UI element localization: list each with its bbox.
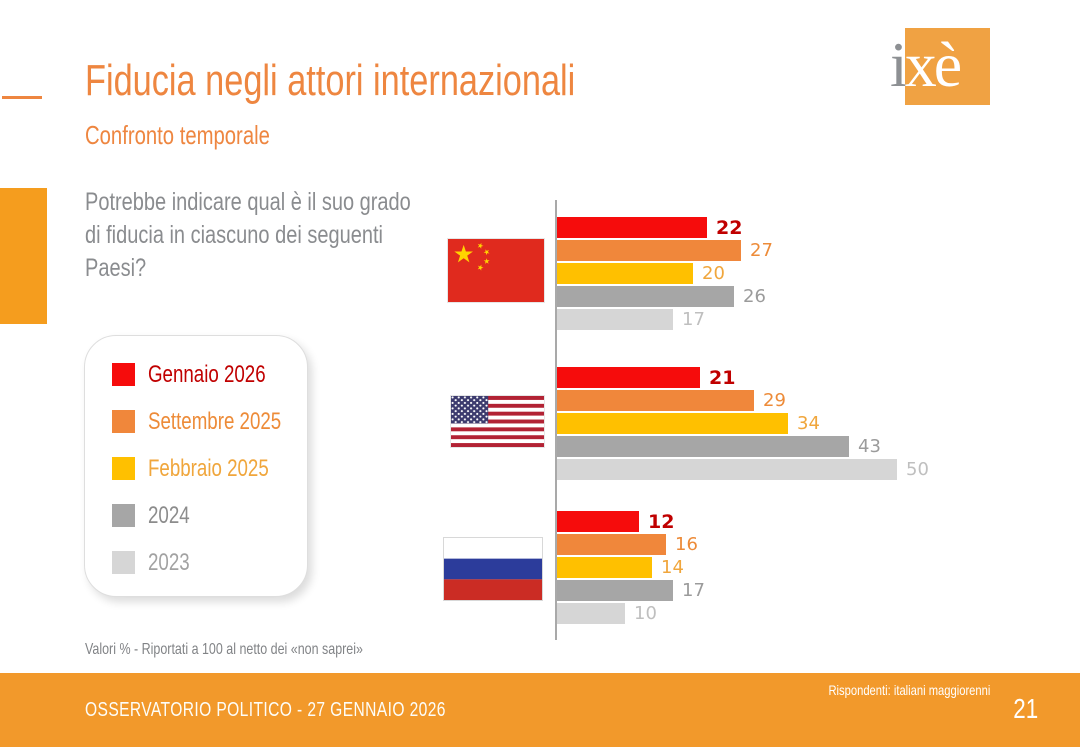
ixe-logo-text: ixè xyxy=(890,29,962,100)
value-label: 17 xyxy=(682,309,705,330)
legend-swatch xyxy=(112,363,135,386)
value-label: 10 xyxy=(634,603,657,624)
legend-item-1: Settembre 2025 xyxy=(112,408,307,435)
legend-swatch xyxy=(112,551,135,574)
bar-stati-uniti-2 xyxy=(557,413,788,434)
legend-label: 2024 xyxy=(148,502,190,529)
page-title: Fiducia negli attori internazionali xyxy=(85,56,714,106)
china-flag xyxy=(447,238,545,303)
footer-respondents-text: Rispondenti: italiani maggiorenni xyxy=(828,682,990,698)
bar-russia-3 xyxy=(557,580,673,601)
legend-label: 2023 xyxy=(148,549,190,576)
footnote: Valori % - Riportati a 100 al netto dei … xyxy=(85,641,441,659)
survey-question: Potrebbe indicare qual è il suo grado di… xyxy=(85,188,411,282)
value-label: 17 xyxy=(682,580,705,601)
legend-item-3: 2024 xyxy=(112,502,307,529)
value-label: 50 xyxy=(906,459,929,480)
footnote-text: Valori % - Riportati a 100 al netto dei … xyxy=(85,641,363,658)
usa-flag xyxy=(450,395,545,448)
bar-cina-4 xyxy=(557,309,673,330)
value-label: 21 xyxy=(709,367,736,389)
value-label: 20 xyxy=(702,263,725,284)
value-label: 27 xyxy=(750,240,773,261)
page-subtitle: Confronto temporale xyxy=(85,120,322,151)
value-label: 12 xyxy=(648,511,675,533)
ixe-logo: ixè xyxy=(890,28,990,105)
footer-bar: OSSERVATORIO POLITICO - 27 GENNAIO 2026 … xyxy=(0,673,1080,747)
page-subtitle-text: Confronto temporale xyxy=(85,120,270,150)
bar-russia-4 xyxy=(557,603,625,624)
bar-russia-2 xyxy=(557,557,652,578)
legend-card: Gennaio 2026 Settembre 2025 Febbraio 2025 2… xyxy=(84,335,308,597)
legend-label: Settembre 2025 xyxy=(148,408,282,435)
legend-swatch xyxy=(112,504,135,527)
value-label: 29 xyxy=(763,390,786,411)
bar-stati-uniti-0 xyxy=(557,367,700,388)
legend-label: Gennaio 2026 xyxy=(148,361,266,388)
bar-cina-1 xyxy=(557,240,741,261)
accent-rectangle xyxy=(0,188,47,324)
footer-title-text: OSSERVATORIO POLITICO - 27 GENNAIO 2026 xyxy=(85,699,446,721)
bar-cina-3 xyxy=(557,286,734,307)
legend-label: Febbraio 2025 xyxy=(148,455,269,482)
footer-title: OSSERVATORIO POLITICO - 27 GENNAIO 2026 xyxy=(85,699,548,722)
bar-cina-2 xyxy=(557,263,693,284)
footer-respondents: Rispondenti: italiani maggiorenni xyxy=(788,682,990,698)
bar-cina-0 xyxy=(557,217,707,238)
legend-swatch xyxy=(112,457,135,480)
bar-stati-uniti-1 xyxy=(557,390,754,411)
bar-stati-uniti-4 xyxy=(557,459,897,480)
legend-item-0: Gennaio 2026 xyxy=(112,361,307,388)
value-label: 34 xyxy=(797,413,820,434)
value-label: 22 xyxy=(716,217,743,239)
bar-stati-uniti-3 xyxy=(557,436,849,457)
value-label: 14 xyxy=(661,557,684,578)
chart-axis-line xyxy=(555,200,557,640)
value-label: 26 xyxy=(743,286,766,307)
value-label: 16 xyxy=(675,534,698,555)
value-label: 43 xyxy=(858,436,881,457)
bar-russia-1 xyxy=(557,534,666,555)
bar-russia-0 xyxy=(557,511,639,532)
legend-item-2: Febbraio 2025 xyxy=(112,455,307,482)
page-number: 21 xyxy=(1013,693,1038,724)
page-title-text: Fiducia negli attori internazionali xyxy=(85,56,576,105)
accent-dash xyxy=(2,96,42,99)
legend-item-4: 2023 xyxy=(112,549,307,576)
russia-flag xyxy=(443,537,543,601)
legend-swatch xyxy=(112,410,135,433)
